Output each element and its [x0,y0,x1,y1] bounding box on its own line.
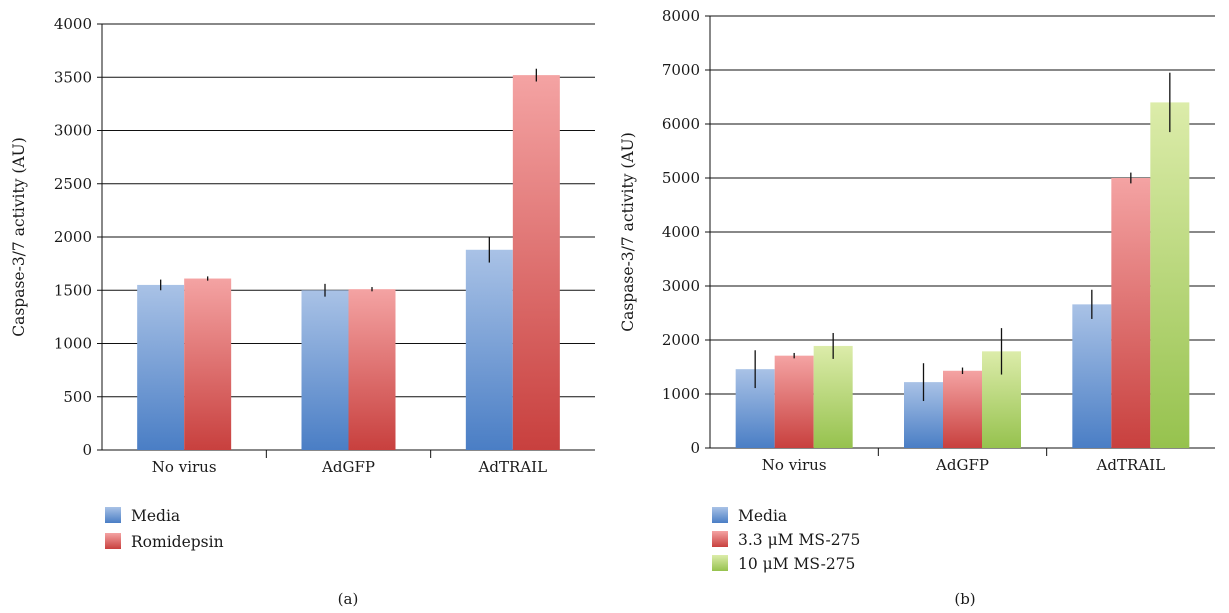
x-tick-label: AdGFP [935,456,989,474]
legend-label-10-m-ms-275: 10 μM MS-275 [738,555,855,573]
legend-label-3-3-m-ms-275: 3.3 μM MS-275 [738,531,860,549]
legend-label-romidepsin: Romidepsin [131,533,224,551]
bar-media-adtrail [465,249,513,450]
panel-label: (a) [338,590,359,608]
y-axis-label: Caspase-3/7 activity (AU) [10,137,28,337]
x-tick-label: AdTRAIL [478,458,547,476]
legend-label-media: Media [738,507,787,525]
y-tick-label: 4000 [662,223,700,241]
y-tick-label: 1500 [54,281,92,299]
legend-swatch-media [712,507,728,523]
y-tick-label: 7000 [662,61,700,79]
y-axis-label: Caspase-3/7 activity (AU) [619,132,637,332]
bar-romidepsin-adtrail [512,75,560,451]
y-tick-label: 8000 [662,7,700,25]
y-tick-label: 0 [82,441,92,459]
y-tick-label: 3500 [54,68,92,86]
bar-3-3-m-ms-275-adtrail [1111,178,1151,448]
legend-swatch-3-3-m-ms-275 [712,531,728,547]
bar-3-3-m-ms-275-no-virus [774,355,814,448]
bar-romidepsin-no-virus [184,278,232,450]
y-tick-label: 2000 [662,331,700,349]
y-tick-label: 1000 [662,385,700,403]
bar-10-m-ms-275-adtrail [1150,102,1190,449]
x-tick-label: AdTRAIL [1096,456,1165,474]
y-tick-label: 0 [690,439,700,457]
bar-media-adgfp [301,290,349,450]
bar-10-m-ms-275-no-virus [813,345,853,448]
legend-swatch-romidepsin [105,533,121,549]
chart-b: 0 1000 2000 3000 4000 5000 6000 7000 8000 No viru… [619,7,1215,608]
panel-label: (b) [954,590,975,608]
legend-label-media: Media [131,507,180,525]
y-tick-label: 3000 [662,277,700,295]
legend-swatch-media [105,507,121,523]
x-tick-label: No virus [152,458,217,476]
y-tick-label: 500 [63,388,92,406]
bar-3-3-m-ms-275-adgfp [943,370,982,448]
y-tick-label: 3000 [54,122,92,140]
bar-romidepsin-adgfp [348,289,396,450]
y-tick-label: 2000 [54,228,92,246]
y-tick-label: 2500 [54,175,92,193]
y-tick-label: 4000 [54,15,92,33]
x-tick-label: AdGFP [321,458,375,476]
bar-media-adtrail [1072,304,1112,448]
x-tick-label: No virus [762,456,827,474]
y-tick-label: 6000 [662,115,700,133]
legend-swatch-10-m-ms-275 [712,555,728,571]
y-tick-label: 5000 [662,169,700,187]
chart-a: 0 500 1000 1500 2000 2500 3000 3500 4000 No virus… [10,15,595,608]
y-tick-label: 1000 [54,335,92,353]
bar-media-no-virus [137,284,185,450]
